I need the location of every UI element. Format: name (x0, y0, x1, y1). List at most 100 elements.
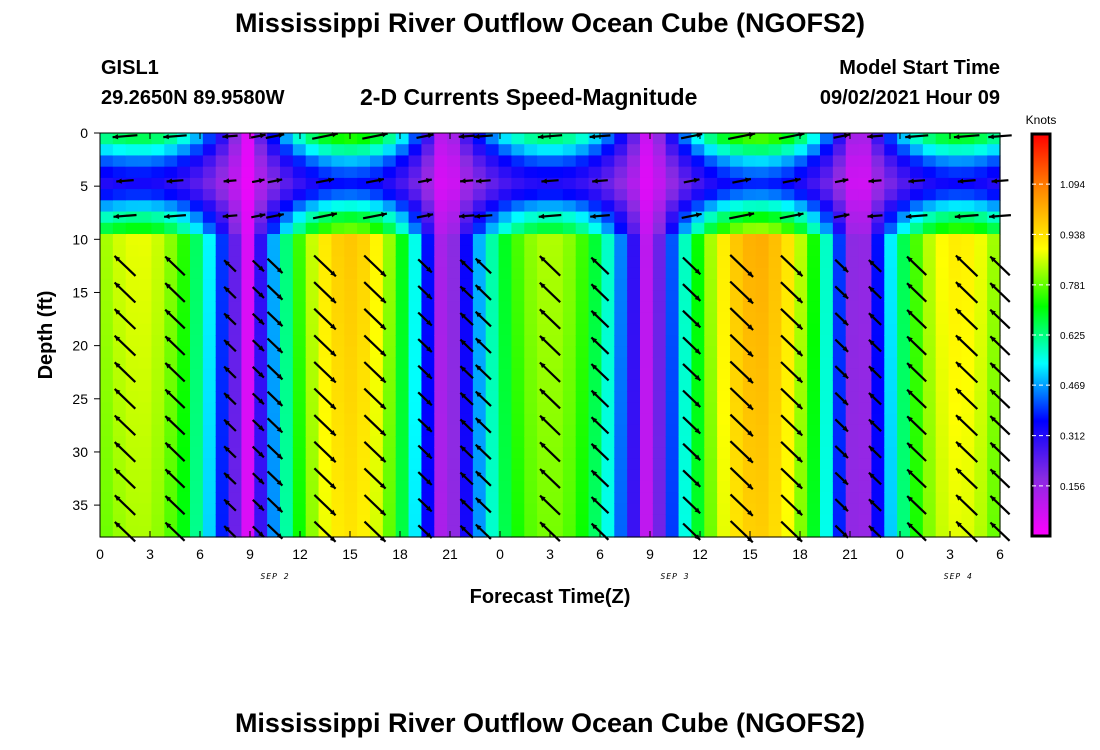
heat-cell (961, 436, 975, 448)
heat-cell (151, 312, 165, 325)
heat-cell (652, 211, 667, 224)
heat-cell (177, 144, 191, 157)
heat-cell (550, 211, 564, 224)
heat-cell (267, 200, 281, 213)
heat-cell (575, 447, 590, 460)
heat-cell (357, 379, 371, 392)
heat-cell (652, 312, 667, 325)
heat-cell (884, 234, 898, 246)
heat-cell (164, 267, 178, 280)
heat-cell (395, 514, 410, 527)
heat-cell (858, 391, 873, 403)
heat-cell (858, 301, 873, 314)
heat-cell (858, 436, 873, 448)
heat-cell (112, 256, 127, 269)
heat-cell (190, 503, 204, 516)
heat-cell (987, 469, 1001, 482)
heat-cell (215, 189, 230, 201)
heat-cell (575, 166, 590, 179)
heat-cell (421, 492, 435, 504)
current-arrow (834, 178, 849, 184)
heat-cell (460, 335, 474, 347)
heat-cell (254, 458, 268, 471)
heat-cell (588, 301, 603, 314)
heat-cell (215, 525, 230, 538)
heat-cell (344, 290, 358, 302)
current-arrow (223, 312, 237, 326)
heat-cell (910, 133, 924, 145)
heat-cell (434, 447, 448, 460)
heat-cell (318, 492, 333, 504)
heat-cell (524, 222, 538, 235)
heat-cell (820, 200, 834, 213)
current-arrow (417, 418, 433, 433)
heat-cell (305, 234, 320, 246)
heat-cell (897, 245, 911, 258)
current-arrow (363, 308, 387, 331)
heat-cell (447, 335, 461, 347)
heat-cell (190, 346, 204, 359)
heat-cell (961, 211, 975, 224)
heat-cell (112, 525, 127, 538)
heat-cell (241, 222, 255, 235)
heat-cell (408, 424, 423, 437)
heat-cell (370, 503, 384, 516)
heat-cell (922, 447, 937, 460)
heat-cell (318, 323, 333, 336)
heat-cell (164, 413, 178, 426)
heat-cell (704, 469, 718, 482)
heat-cell (151, 256, 165, 269)
heat-cell (421, 402, 435, 415)
heat-cell (807, 424, 821, 437)
heat-cell (370, 256, 384, 269)
heat-cell (370, 144, 384, 157)
heat-cell (820, 447, 834, 460)
heat-cell (344, 177, 358, 190)
heat-cell (382, 514, 397, 527)
heat-cell (704, 301, 718, 314)
heat-cell (614, 256, 628, 269)
heat-cell (652, 189, 667, 201)
heat-cell (215, 133, 230, 145)
heat-cell (910, 267, 924, 280)
heat-cell (524, 436, 538, 448)
current-arrow (266, 284, 284, 301)
heat-cell (717, 267, 731, 280)
heat-cell (807, 391, 821, 403)
heat-cell (498, 245, 513, 258)
heat-cell (524, 469, 538, 482)
heat-cell (395, 525, 410, 538)
heat-cell (177, 189, 191, 201)
heat-cell (434, 256, 448, 269)
heat-cell (112, 301, 127, 314)
heat-cell (215, 267, 230, 280)
heat-cell (935, 256, 950, 269)
heat-cell (640, 436, 654, 448)
heat-cell (241, 133, 255, 145)
heat-cell (961, 245, 975, 258)
heat-cell (768, 245, 783, 258)
heat-cell (652, 290, 667, 302)
heat-cell (447, 211, 461, 224)
heat-cell (190, 335, 204, 347)
heat-cell (948, 469, 963, 482)
heat-cell (241, 480, 255, 493)
heat-cell (832, 480, 847, 493)
heat-cell (215, 469, 230, 482)
heat-cell (717, 469, 731, 482)
heat-cell (704, 166, 718, 179)
heat-cell (138, 335, 153, 347)
heat-cell (948, 335, 963, 347)
heat-cell (280, 256, 294, 269)
heat-cell (190, 525, 204, 538)
heat-cell (575, 278, 590, 291)
heat-cell (395, 346, 410, 359)
heat-cell (922, 480, 937, 493)
heat-cell (961, 458, 975, 471)
current-arrow (729, 387, 754, 411)
heat-cell (100, 133, 114, 145)
heat-cell (151, 245, 165, 258)
heat-cell (781, 447, 795, 460)
heat-cell (382, 267, 397, 280)
heat-cell (370, 346, 384, 359)
